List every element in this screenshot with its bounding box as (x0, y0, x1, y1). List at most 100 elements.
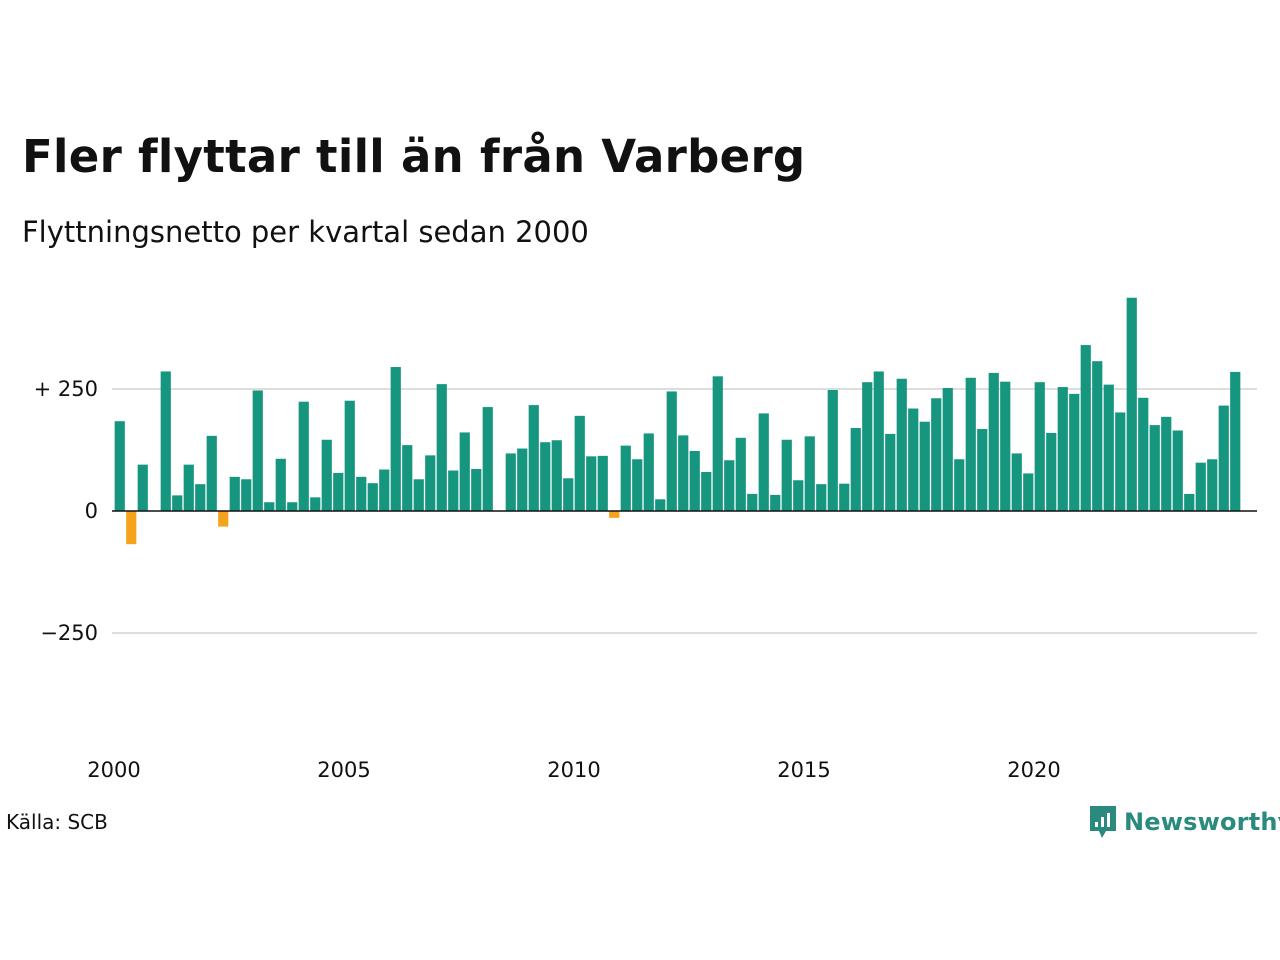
bar (1069, 393, 1080, 511)
bar (942, 388, 953, 511)
bar (137, 464, 148, 511)
bar (1172, 430, 1183, 511)
bar (252, 390, 263, 511)
bar (1023, 473, 1034, 511)
x-tick-label: 2005 (317, 758, 370, 782)
bar (264, 502, 275, 511)
bar (183, 464, 194, 511)
bar (735, 437, 746, 511)
bar (1115, 412, 1126, 511)
bar (1011, 453, 1022, 511)
bar (206, 435, 217, 511)
bar (1000, 381, 1011, 511)
bar (482, 407, 493, 511)
bar (1138, 397, 1149, 511)
axes: + 250 0 −250 2000 2005 2010 2015 2020 (34, 377, 1257, 782)
bar (172, 495, 183, 511)
source-note: Källa: SCB (6, 810, 108, 834)
bar (126, 511, 137, 545)
bar (540, 442, 551, 511)
bar (770, 494, 781, 511)
bar (620, 445, 631, 511)
bar (310, 497, 321, 511)
bar (965, 377, 976, 511)
chart-title: Fler flyttar till än från Varberg (22, 130, 806, 183)
bar (448, 470, 459, 511)
bar (632, 459, 643, 511)
bar (390, 367, 401, 511)
bar (977, 429, 988, 511)
bar (1080, 345, 1091, 511)
bar (908, 408, 919, 511)
bar (471, 469, 482, 511)
bar (1046, 432, 1057, 511)
bar (195, 484, 206, 511)
bar (1034, 382, 1045, 511)
bar (1092, 361, 1103, 511)
bar (988, 372, 999, 511)
bar (747, 493, 758, 511)
bar (586, 456, 597, 511)
x-tick-label: 2020 (1007, 758, 1060, 782)
bar (321, 439, 332, 511)
bar (954, 459, 965, 511)
bar (1057, 387, 1068, 511)
newsworthy-logo-icon (1090, 806, 1116, 838)
bar (241, 479, 252, 511)
bar (160, 371, 171, 511)
brand-name: Newsworthy (1124, 808, 1280, 836)
bar (425, 455, 436, 511)
bar (839, 483, 850, 511)
bar (1126, 297, 1137, 511)
bar (379, 469, 390, 511)
bar (1161, 416, 1172, 511)
bar (356, 476, 367, 511)
y-tick-label: −250 (40, 621, 98, 645)
bar (793, 480, 804, 511)
bar (344, 400, 355, 511)
bar (804, 436, 815, 511)
bar (919, 421, 930, 511)
bar (689, 450, 700, 511)
bar (896, 378, 907, 511)
bar (333, 472, 344, 511)
bars (114, 297, 1241, 545)
bar (873, 371, 884, 511)
bar (114, 421, 125, 511)
brand-logo: Newsworthy (1088, 804, 1280, 840)
bar (862, 382, 873, 511)
bar (574, 415, 585, 511)
bar (643, 433, 654, 511)
bar (931, 398, 942, 511)
bar (712, 376, 723, 511)
bar (701, 471, 712, 511)
bar (298, 401, 309, 511)
bar (528, 405, 539, 511)
y-tick-label: + 250 (34, 377, 98, 401)
bar (218, 511, 229, 527)
bar (1207, 459, 1218, 511)
bar (275, 458, 286, 511)
x-tick-label: 2000 (87, 758, 140, 782)
bar (367, 483, 378, 511)
bar (1103, 384, 1114, 511)
chart-subtitle: Flyttningsnetto per kvartal sedan 2000 (22, 215, 589, 249)
bar (781, 439, 792, 511)
bar (505, 453, 516, 511)
bar (885, 433, 896, 511)
bar (229, 476, 240, 511)
bar (609, 511, 620, 518)
bar (597, 455, 608, 511)
bar (758, 413, 769, 511)
bar (850, 428, 861, 511)
bar (724, 460, 735, 511)
bar (678, 435, 689, 511)
bar (666, 391, 677, 511)
bar (413, 479, 424, 511)
bar (287, 502, 298, 511)
bar (402, 445, 413, 511)
bar (1184, 493, 1195, 511)
bar (436, 384, 447, 511)
bar (563, 478, 574, 511)
